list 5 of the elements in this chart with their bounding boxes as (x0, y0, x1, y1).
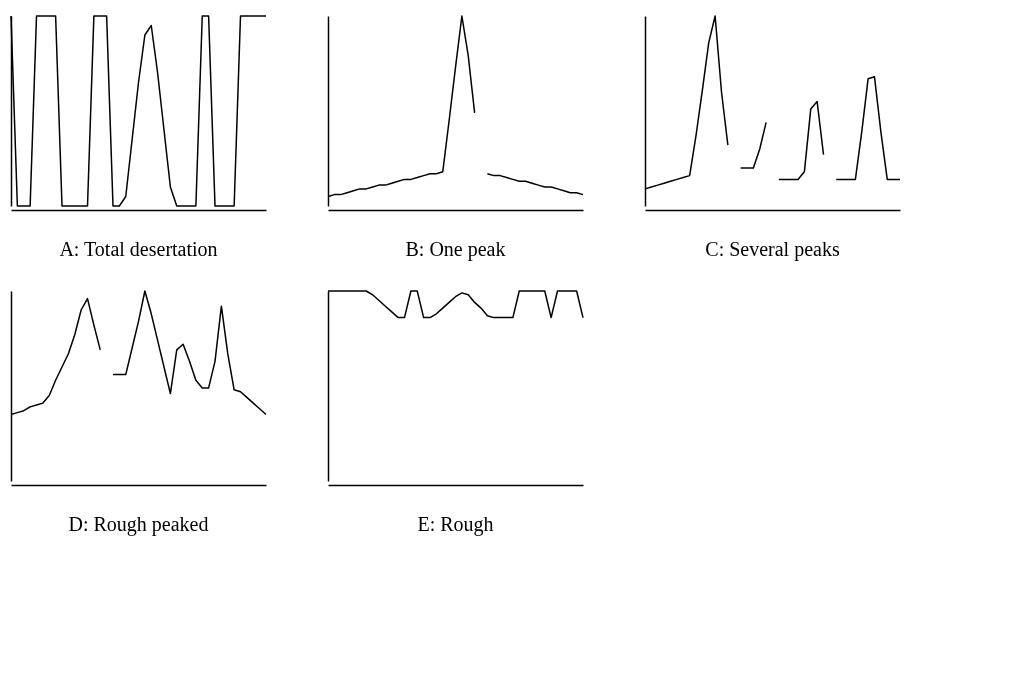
text: A: Total desertation (59, 238, 218, 260)
text: E: Rough (417, 513, 494, 536)
text: B: One peak (405, 238, 506, 261)
text: D: Rough peaked (68, 513, 209, 536)
text: C: Several peaks (705, 238, 840, 261)
